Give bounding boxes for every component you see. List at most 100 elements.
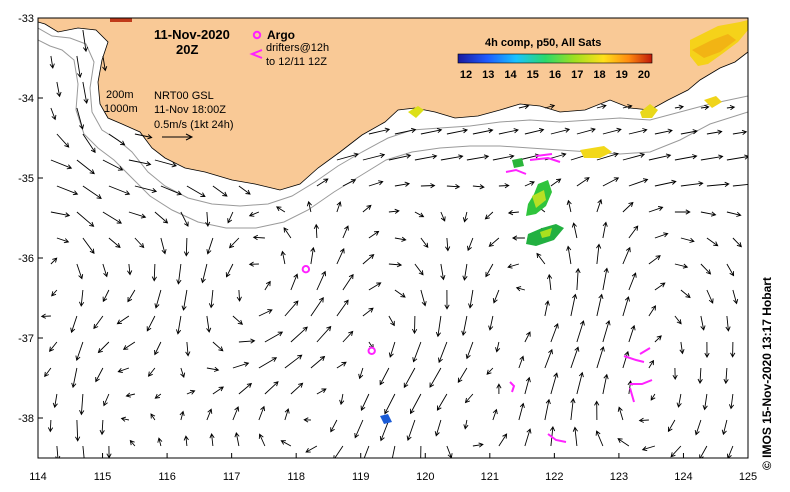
current-arrow: [150, 413, 156, 421]
current-arrow: [258, 309, 273, 317]
current-arrow: [134, 185, 158, 194]
current-arrow: [706, 289, 714, 304]
current-arrow: [596, 346, 605, 369]
y-tick-label: -35: [18, 173, 34, 185]
current-arrow: [445, 237, 451, 252]
y-tick-label: -37: [18, 333, 34, 345]
current-arrow: [212, 185, 228, 197]
current-arrow: [602, 373, 609, 395]
current-arrow: [102, 55, 108, 72]
current-arrow: [125, 392, 136, 398]
current-arrow: [358, 367, 364, 380]
current-arrow: [342, 225, 349, 239]
current-arrow: [183, 237, 190, 257]
current-arrow: [723, 367, 729, 385]
current-arrow: [82, 29, 89, 53]
current-arrow: [181, 289, 188, 311]
current-arrow: [284, 408, 290, 421]
current-arrow: [498, 433, 508, 447]
current-arrow: [102, 211, 122, 224]
x-tick-label: 118: [287, 471, 305, 483]
current-arrow: [680, 237, 695, 243]
colorbar-title: 4h comp, p50, All Sats: [485, 37, 601, 49]
current-arrow: [486, 367, 494, 375]
current-arrow: [234, 431, 240, 447]
current-arrow: [622, 246, 631, 265]
product-label: NRT00 GSL: [154, 90, 214, 102]
current-arrow: [700, 263, 712, 275]
current-arrow: [388, 315, 395, 327]
current-arrow: [434, 419, 442, 437]
current-arrow: [732, 184, 748, 187]
current-arrow: [518, 402, 525, 421]
current-arrow: [342, 330, 354, 343]
current-arrow: [466, 154, 490, 161]
current-arrow: [368, 180, 384, 187]
current-arrow: [283, 227, 292, 239]
current-arrow: [362, 204, 372, 213]
current-arrow: [566, 245, 572, 265]
current-arrow: [154, 159, 177, 168]
argo-float-marker: [367, 346, 376, 355]
product-time-label: 11-Nov 18:00Z: [154, 104, 226, 116]
current-arrow: [544, 348, 553, 369]
current-arrow: [544, 398, 551, 421]
x-tick-label: 119: [352, 471, 370, 483]
current-arrow: [185, 341, 191, 357]
current-arrow: [56, 237, 70, 244]
current-arrow: [524, 331, 531, 343]
current-arrow: [248, 211, 260, 217]
current-arrow: [576, 127, 596, 135]
current-arrow: [467, 237, 474, 252]
current-arrow: [702, 393, 708, 411]
current-arrow: [507, 263, 520, 269]
current-arrow: [726, 211, 742, 217]
current-arrow: [728, 393, 735, 410]
current-arrow: [648, 255, 661, 265]
colorbar-tick-label: 16: [549, 69, 561, 81]
current-arrow: [485, 263, 494, 278]
current-arrow: [206, 237, 214, 255]
current-arrow: [146, 315, 156, 332]
current-arrow: [95, 367, 104, 383]
current-arrow: [305, 445, 318, 453]
current-arrow: [654, 128, 673, 135]
current-arrow: [511, 235, 525, 241]
current-arrow: [617, 406, 624, 421]
current-arrow: [129, 439, 136, 447]
current-arrow: [122, 341, 136, 350]
current-arrow: [414, 211, 425, 218]
current-arrow: [388, 341, 396, 358]
current-arrow: [420, 127, 443, 135]
current-arrow: [379, 367, 390, 386]
current-arrow: [264, 381, 279, 395]
current-arrow: [524, 127, 545, 135]
current-arrow: [484, 211, 494, 220]
current-arrow: [117, 367, 130, 373]
current-arrow: [290, 382, 304, 395]
current-arrow: [186, 389, 196, 395]
current-arrow: [602, 320, 611, 343]
current-arrow: [700, 315, 706, 331]
current-arrow: [206, 408, 213, 421]
current-arrow: [388, 153, 412, 161]
current-arrow: [108, 185, 131, 196]
current-arrow: [461, 315, 468, 337]
current-arrow: [360, 393, 370, 411]
current-arrow: [93, 315, 104, 330]
current-arrow: [186, 185, 206, 197]
current-arrow: [51, 289, 58, 297]
current-arrow: [238, 382, 253, 395]
current-arrow: [725, 315, 731, 332]
current-arrow: [667, 419, 676, 433]
current-arrow: [342, 179, 357, 187]
current-arrow: [550, 127, 571, 135]
current-arrow: [648, 206, 664, 213]
colorbar-ticks: 12 13 14 15 16 17 18 19 20: [460, 69, 650, 81]
current-arrow: [576, 320, 585, 343]
current-arrow: [680, 129, 698, 135]
current-arrow: [596, 243, 602, 265]
current-arrow: [697, 367, 703, 385]
current-arrow: [232, 315, 244, 325]
